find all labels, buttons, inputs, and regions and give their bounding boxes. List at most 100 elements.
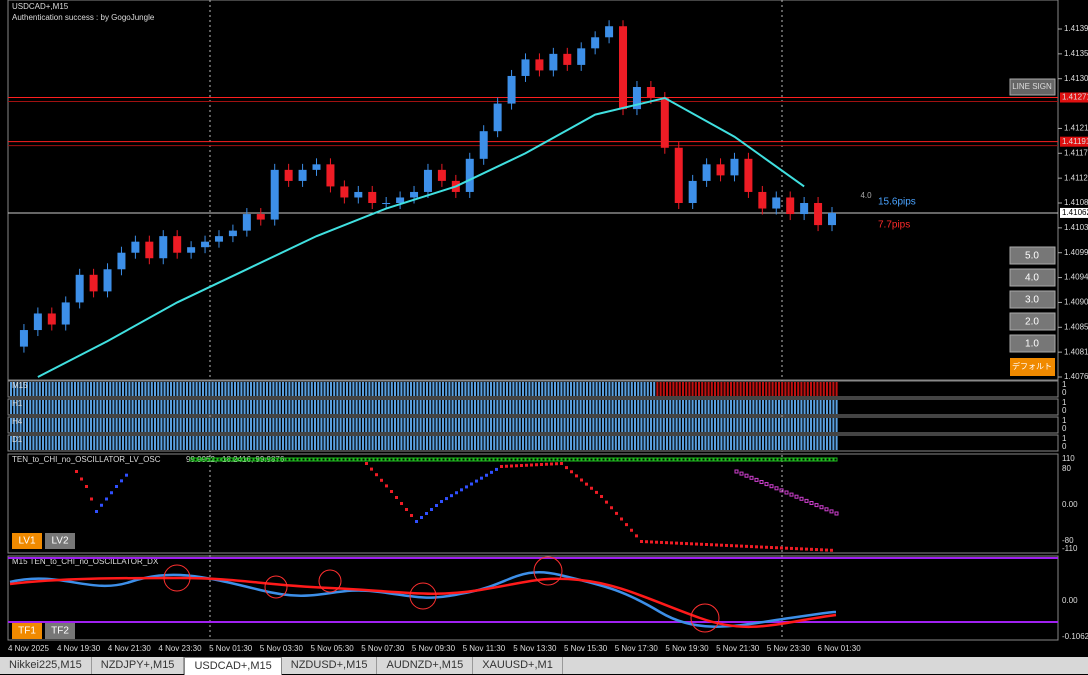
strip-bar: [176, 418, 179, 432]
strip-bar: [685, 436, 688, 450]
dot: [373, 457, 378, 462]
level-button[interactable]: 3.0: [1009, 290, 1056, 309]
strip-bar: [669, 382, 672, 396]
strip-bar: [538, 382, 540, 396]
dot: [789, 492, 794, 497]
strip: M15 10: [7, 380, 1067, 398]
level-button[interactable]: 2.0: [1009, 312, 1056, 331]
candle: [577, 48, 586, 65]
strip-bar: [42, 436, 44, 450]
strip-bar: [829, 436, 832, 450]
strip-bar: [304, 400, 307, 414]
strip-bar: [150, 400, 153, 414]
strip-bar: [352, 400, 355, 414]
tab[interactable]: USDCAD+,M15: [184, 657, 282, 675]
strip-bar: [246, 436, 249, 450]
strip-bar: [522, 400, 524, 414]
strip-bar: [499, 436, 502, 450]
symbol: USDCAD+,M15: [12, 2, 69, 11]
osc1-axis: -110: [1062, 544, 1078, 553]
strip-bar: [330, 400, 332, 414]
strip-label: D1: [12, 435, 23, 444]
strip-bar: [650, 436, 652, 450]
line-sign-button[interactable]: LINE SIGN: [1009, 78, 1056, 96]
candle: [507, 75, 516, 104]
button-label: 4.0: [1025, 273, 1039, 284]
strip-bar: [656, 382, 659, 396]
candle: [423, 169, 432, 192]
strip-bar: [70, 436, 73, 450]
tab[interactable]: NZDUSD+,M15: [282, 657, 378, 674]
strip-bar: [742, 436, 745, 450]
strip-bar: [266, 418, 268, 432]
candle: [298, 169, 307, 181]
strip-bar: [102, 400, 105, 414]
strip-bar: [22, 418, 25, 432]
level-button[interactable]: 4.0: [1009, 268, 1056, 287]
default-button[interactable]: デフォルト: [1010, 358, 1055, 376]
panel-button[interactable]: LV1: [12, 533, 42, 549]
panel-button[interactable]: LV2: [45, 533, 75, 549]
strip-bar: [115, 436, 118, 450]
strip-bar: [397, 436, 400, 450]
strip-bar: [77, 382, 80, 396]
strip-bar: [227, 382, 230, 396]
dot: [773, 457, 778, 462]
candle: [396, 197, 405, 203]
strip-bar: [560, 418, 563, 432]
strip-bar: [592, 382, 595, 396]
strip-bar: [259, 382, 262, 396]
strip-bar: [554, 382, 556, 396]
dot: [769, 457, 774, 462]
tab[interactable]: Nikkei225,M15: [0, 657, 92, 674]
dot: [809, 501, 814, 505]
panel-button[interactable]: TF1: [12, 623, 42, 639]
strip-bar: [422, 400, 425, 414]
strip-bar: [691, 382, 694, 396]
strip-bar: [32, 418, 35, 432]
strip-bar: [323, 418, 326, 432]
tab[interactable]: XAUUSD+,M1: [473, 657, 563, 674]
strip-bar: [464, 418, 467, 432]
button-bg: [45, 533, 75, 549]
dot: [549, 457, 554, 462]
strip-bar: [602, 436, 604, 450]
strip-bar: [598, 436, 601, 450]
candle: [284, 169, 293, 181]
strip-bar: [19, 382, 22, 396]
level-button[interactable]: 1.0: [1009, 334, 1056, 353]
strip-bar: [736, 436, 739, 450]
strip-bar: [141, 400, 144, 414]
strip-bar: [320, 400, 323, 414]
strip-bar: [454, 436, 457, 450]
dot: [329, 457, 334, 462]
dot: [540, 463, 543, 466]
tab[interactable]: NZDJPY+,M15: [92, 657, 185, 674]
strip-bar: [224, 418, 227, 432]
strip-bar: [723, 418, 726, 432]
strip-bar: [275, 418, 278, 432]
time-label: 6 Nov 01:30: [818, 644, 862, 653]
time-label: 5 Nov 13:30: [513, 644, 557, 653]
strip-bar: [250, 436, 252, 450]
tab[interactable]: AUDNZD+,M15: [377, 657, 474, 674]
level-button[interactable]: 5.0: [1009, 246, 1056, 265]
strip-bar: [83, 436, 86, 450]
strip-bar: [464, 436, 467, 450]
dot: [575, 474, 578, 478]
strip-bar: [230, 400, 233, 414]
strip-bar: [205, 418, 208, 432]
strip-bar: [771, 418, 774, 432]
strip-bar: [758, 436, 761, 450]
dot: [465, 485, 468, 489]
dot: [257, 457, 262, 462]
strip-bar: [765, 418, 768, 432]
dot: [477, 457, 482, 462]
strip-bar: [227, 418, 230, 432]
strip-bar: [102, 436, 105, 450]
strip-bar: [38, 382, 41, 396]
strip-bar: [768, 418, 771, 432]
panel-button[interactable]: TF2: [45, 623, 75, 639]
strip-bar: [634, 382, 636, 396]
strip-bar: [506, 436, 508, 450]
